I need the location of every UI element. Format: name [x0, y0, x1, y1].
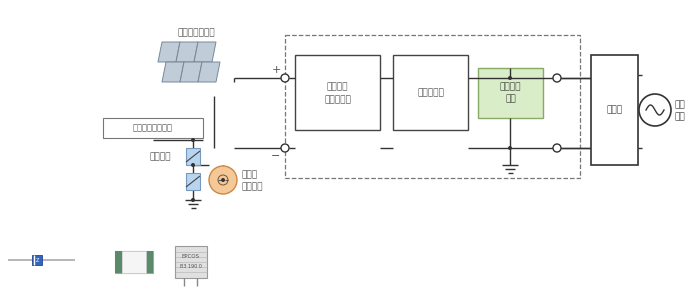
Text: インバータ: インバータ [417, 88, 444, 97]
Bar [115, 251, 122, 273]
Polygon shape [158, 42, 180, 62]
Polygon shape [180, 62, 202, 82]
Circle shape [221, 178, 225, 182]
Circle shape [191, 198, 195, 202]
Text: −: − [272, 151, 281, 161]
Text: ソーラーアレイ: ソーラーアレイ [177, 28, 215, 38]
Bar [285, 35, 580, 178]
Polygon shape [198, 62, 220, 82]
Text: B3 190 0: B3 190 0 [180, 263, 202, 268]
Circle shape [553, 144, 561, 152]
Text: 回路: 回路 [505, 94, 516, 103]
Circle shape [508, 146, 512, 150]
Bar [115, 251, 153, 273]
Text: EPCOS: EPCOS [182, 254, 200, 259]
Polygon shape [194, 42, 216, 62]
Bar [122, 251, 146, 273]
Bar [186, 148, 200, 165]
Text: 分電盤: 分電盤 [606, 106, 622, 115]
Text: ブースト: ブースト [327, 82, 349, 91]
Text: Z: Z [35, 257, 38, 262]
Circle shape [281, 144, 289, 152]
Text: 電圧保護回路の例: 電圧保護回路の例 [133, 124, 173, 133]
Bar [175, 246, 207, 278]
Circle shape [639, 94, 671, 126]
Bar [32, 255, 42, 265]
Bar [146, 251, 153, 273]
Text: アレスタ: アレスタ [241, 182, 262, 191]
Circle shape [281, 74, 289, 82]
Bar [186, 173, 200, 190]
Text: バリスタ: バリスタ [150, 152, 171, 161]
Circle shape [191, 138, 195, 142]
Text: コンバータ: コンバータ [324, 95, 351, 104]
Circle shape [191, 163, 195, 167]
Circle shape [209, 166, 237, 194]
Circle shape [508, 76, 512, 80]
Text: +: + [272, 65, 281, 75]
Text: 商用: 商用 [675, 100, 685, 109]
Text: 電圧保護: 電圧保護 [500, 82, 522, 91]
Bar [478, 68, 543, 118]
Bar [393, 55, 468, 130]
Circle shape [553, 74, 561, 82]
Bar [591, 55, 638, 165]
Polygon shape [176, 42, 198, 62]
Text: 系統: 系統 [675, 112, 685, 122]
Text: サージ: サージ [241, 170, 257, 179]
Polygon shape [162, 62, 184, 82]
Bar [295, 55, 380, 130]
Bar [103, 118, 203, 138]
